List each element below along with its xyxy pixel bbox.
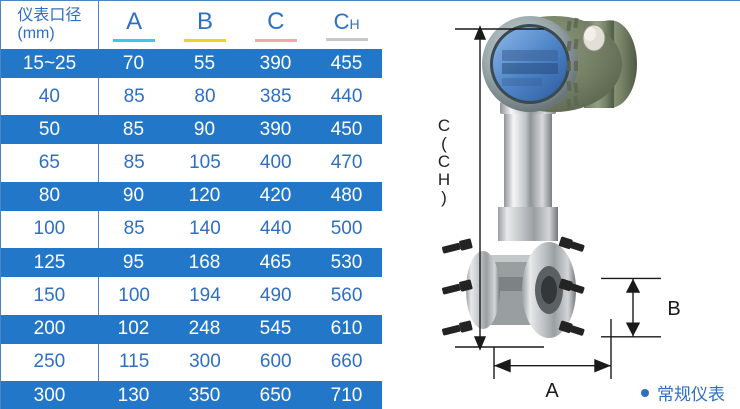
svg-text:常规仪表: 常规仪表 <box>657 385 725 404</box>
svg-text:C: C <box>438 116 450 135</box>
svg-text:H: H <box>438 170 450 189</box>
svg-text:(: ( <box>441 134 447 153</box>
svg-text:): ) <box>441 188 447 207</box>
svg-text:C: C <box>438 152 450 171</box>
svg-text:A: A <box>545 380 559 402</box>
svg-text:B: B <box>667 298 680 320</box>
